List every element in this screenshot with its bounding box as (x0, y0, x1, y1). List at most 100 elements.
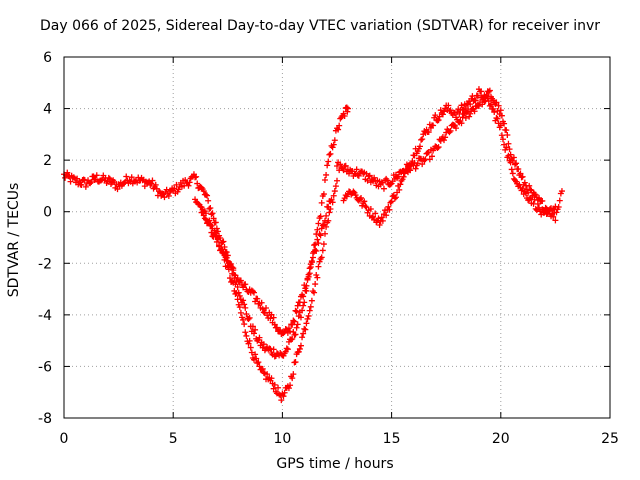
data-point (522, 190, 529, 197)
data-point (323, 171, 330, 178)
data-point (220, 238, 227, 245)
data-point (458, 120, 465, 127)
x-tick-label: 25 (601, 431, 619, 447)
data-point (552, 217, 559, 224)
data-point (326, 151, 333, 158)
data-point (249, 323, 256, 330)
data-point (294, 321, 301, 328)
data-point (152, 181, 159, 188)
data-point (396, 186, 403, 193)
data-point (319, 247, 326, 254)
data-point (230, 279, 237, 286)
data-point (64, 169, 71, 176)
data-point (395, 173, 402, 180)
data-point (126, 177, 133, 184)
data-point (391, 195, 398, 202)
data-point (383, 212, 390, 219)
data-point (251, 330, 258, 337)
data-point (308, 297, 315, 304)
data-point (186, 179, 193, 186)
data-point (519, 173, 526, 180)
data-point (498, 112, 505, 119)
data-point (259, 306, 266, 313)
data-point (240, 297, 247, 304)
data-point (278, 397, 285, 404)
x-tick-label: 10 (273, 431, 291, 447)
data-point (344, 105, 351, 112)
data-point (78, 181, 85, 188)
data-point (467, 101, 474, 108)
data-point (450, 122, 457, 129)
data-point (331, 188, 338, 195)
data-point (210, 215, 217, 222)
tick-labels: 0 5 10 15 20 25 -8 -6 -4 -2 0 2 4 6 (38, 50, 619, 447)
data-point (185, 182, 192, 189)
data-point (453, 114, 460, 121)
data-point (270, 385, 277, 392)
data-point (456, 110, 463, 117)
data-point (212, 219, 219, 226)
data-point (252, 351, 259, 358)
data-point (552, 203, 559, 210)
data-point (263, 305, 270, 312)
data-point (287, 328, 294, 335)
data-point (316, 231, 323, 238)
data-point (320, 191, 327, 198)
data-point (247, 344, 254, 351)
data-point (439, 111, 446, 118)
data-point (430, 122, 437, 129)
data-point (378, 214, 385, 221)
data-point (149, 177, 156, 184)
data-point (292, 359, 299, 366)
data-point (254, 295, 261, 302)
data-point (539, 197, 546, 204)
data-point (504, 132, 511, 139)
data-point (252, 326, 259, 333)
data-point (281, 389, 288, 396)
data-point (418, 136, 425, 143)
data-point (392, 194, 399, 201)
data-point (260, 341, 267, 348)
data-point (307, 303, 314, 310)
data-point (434, 145, 441, 152)
data-point (494, 115, 501, 122)
data-point (495, 102, 502, 109)
data-point (472, 97, 479, 104)
data-point (330, 192, 337, 199)
data-point (87, 180, 94, 187)
grid-lines (63, 56, 611, 419)
data-point (306, 307, 313, 314)
data-point (343, 193, 350, 200)
data-point (558, 188, 565, 195)
data-point (82, 183, 89, 190)
data-point (327, 198, 334, 205)
data-point (259, 365, 266, 372)
data-point (532, 205, 539, 212)
data-point (385, 203, 392, 210)
data-point (128, 174, 135, 181)
data-point (314, 236, 321, 243)
data-point (148, 180, 155, 187)
data-point (297, 342, 304, 349)
data-point (201, 215, 208, 222)
y-tick-label: 6 (43, 50, 52, 66)
data-point (300, 330, 307, 337)
plot-frame (63, 56, 611, 419)
data-point (459, 114, 466, 121)
data-point (436, 113, 443, 120)
data-point (311, 242, 318, 249)
data-point (471, 108, 478, 115)
data-point (316, 258, 323, 265)
y-tick-label: -8 (38, 411, 52, 427)
data-point (435, 117, 442, 124)
data-point (230, 265, 237, 272)
data-point (251, 289, 258, 296)
data-point (334, 163, 340, 170)
data-point (320, 221, 327, 228)
data-point (549, 210, 556, 217)
data-point (526, 196, 533, 203)
data-point (323, 212, 330, 219)
data-point (509, 170, 516, 177)
data-point (508, 166, 515, 173)
data-point (511, 161, 518, 168)
